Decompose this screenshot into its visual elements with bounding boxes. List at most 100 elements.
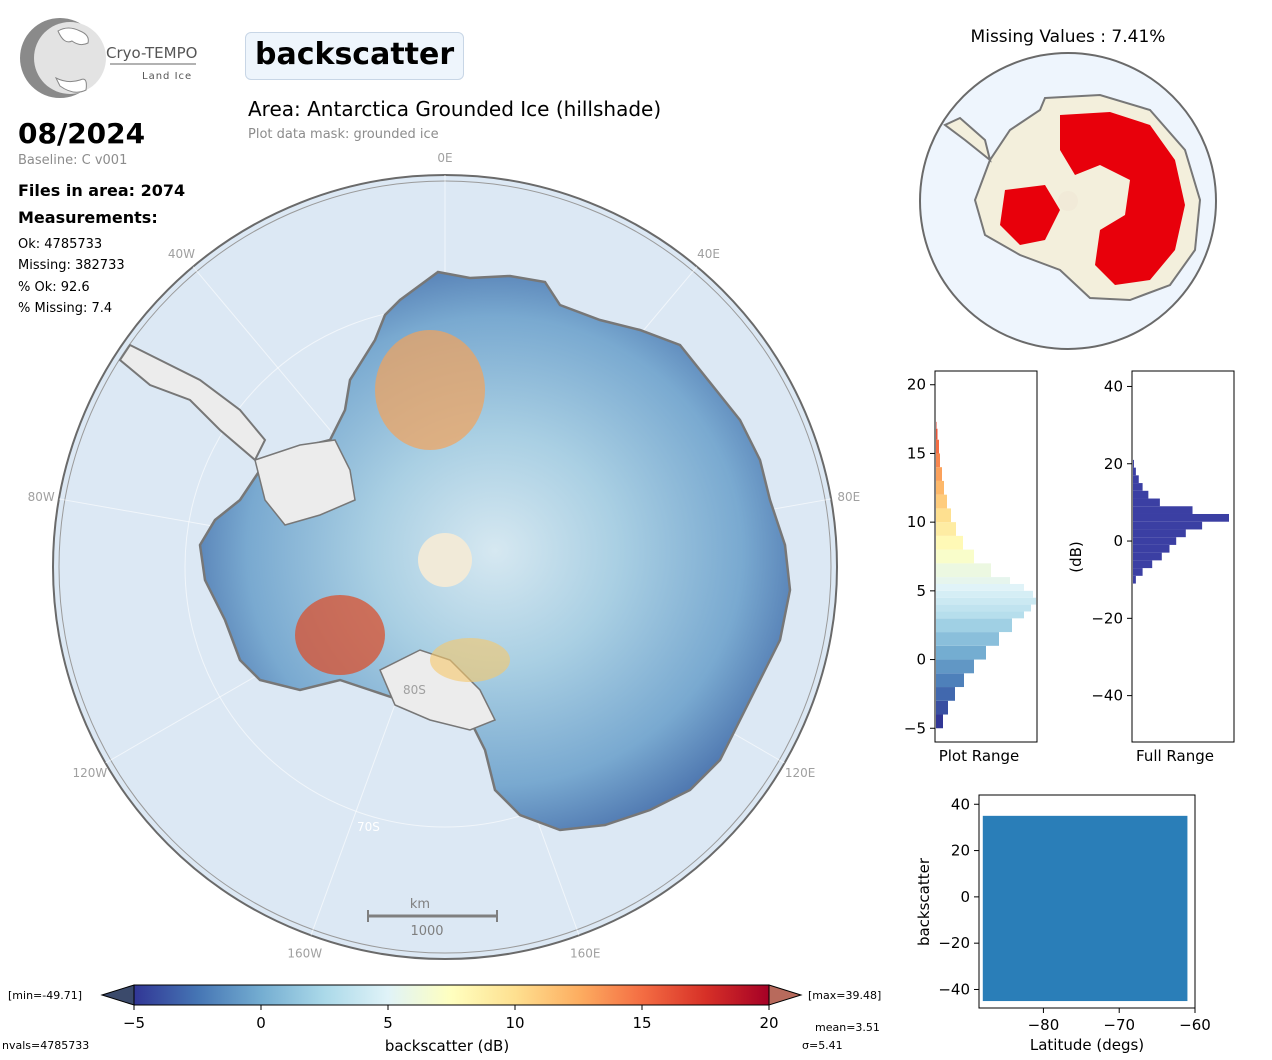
hist-bar xyxy=(1133,552,1162,561)
lon-label: 120W xyxy=(73,766,108,780)
mask-label: Plot data mask: grounded ice xyxy=(248,127,439,142)
lat-label-80s: 80S xyxy=(403,683,426,697)
ronne-ice-shelf xyxy=(254,439,356,526)
hist-bar xyxy=(1133,529,1186,538)
tick-label: −70 xyxy=(1103,1016,1135,1034)
tick-label: 5 xyxy=(383,1014,393,1032)
tick-label: −60 xyxy=(1179,1016,1211,1034)
tick-label: 0 xyxy=(256,1014,266,1032)
missing-region-west xyxy=(1000,185,1060,245)
colorbar-under-arrow xyxy=(100,984,135,1006)
colorbar-min: [min=-49.71] xyxy=(8,989,82,1002)
tick-label: 15 xyxy=(632,1014,651,1032)
hist-bar xyxy=(936,522,956,536)
hist-bar xyxy=(936,583,1024,591)
lon-label: 40W xyxy=(168,247,195,261)
hist-bar xyxy=(936,597,1036,605)
hist-bar xyxy=(936,673,964,688)
tick-label: 10 xyxy=(505,1014,524,1032)
colorbar-nvals: nvals=4785733 xyxy=(2,1039,89,1052)
baseline-label: Baseline: C v001 xyxy=(18,153,128,168)
stat-pct-ok: % Ok: 92.6 xyxy=(18,280,90,295)
missing-values-title: Missing Values : 7.41% xyxy=(970,27,1166,47)
hist-bar xyxy=(936,428,938,440)
lon-label: 160W xyxy=(287,946,322,960)
latitude-scatter-plot: −80 −70 −60 40 20 0 −20 −40 Latitude (degs) bac… xyxy=(915,794,1211,1054)
area-title: Area: Antarctica Grounded Ice (hillshade… xyxy=(248,97,662,121)
stat-ok: Ok: 4785733 xyxy=(18,237,103,252)
hist-bar xyxy=(936,494,947,509)
hist-bar xyxy=(936,714,943,729)
full-range-label: Full Range xyxy=(1136,747,1214,765)
tick-label: −80 xyxy=(1028,1016,1060,1034)
hist-bar xyxy=(936,611,1024,619)
hist-bar xyxy=(936,453,940,468)
colorbar-max: [max=39.48] xyxy=(808,989,881,1002)
scatter-points xyxy=(982,815,1188,1002)
warm-patch-ross xyxy=(430,638,510,682)
tick-label: 0 xyxy=(916,651,926,669)
warm-patch-west xyxy=(295,595,385,675)
tick-label: 0 xyxy=(1113,532,1123,550)
hist-bar xyxy=(1133,506,1193,514)
lon-label: 80W xyxy=(28,490,55,504)
hist-bar xyxy=(936,480,944,495)
tick-label: 5 xyxy=(916,582,926,600)
warm-patch-east xyxy=(375,330,485,450)
full-range-ylabel: (dB) xyxy=(1067,541,1085,573)
tick-label: 20 xyxy=(951,842,970,860)
scatter-xlabel: Latitude (degs) xyxy=(1030,1036,1144,1054)
stat-pct-missing: % Missing: 7.4 xyxy=(18,301,113,316)
tick-label: 0 xyxy=(960,888,970,906)
lon-label: 40E xyxy=(697,247,720,261)
hist-bar xyxy=(1133,544,1170,553)
hist-bar xyxy=(1133,537,1177,545)
hist-bar xyxy=(936,590,1033,598)
colorbar-over-arrow xyxy=(768,984,803,1006)
lon-label: 160E xyxy=(570,946,601,960)
hist-bar xyxy=(936,508,951,523)
hist-bar xyxy=(1133,483,1143,491)
svg-text:1000: 1000 xyxy=(410,924,443,939)
tick-label: 20 xyxy=(759,1014,778,1032)
tick-label: −5 xyxy=(904,719,926,737)
colorbar-sigma: σ=5.41 xyxy=(802,1039,843,1052)
lat-label-70s: 70S xyxy=(357,820,380,834)
hist-bar xyxy=(1133,459,1134,468)
date-label: 08/2024 xyxy=(18,117,146,150)
lon-label: 120E xyxy=(785,766,816,780)
hist-bar xyxy=(936,687,955,701)
hist-bar xyxy=(1133,490,1149,499)
hist-bar xyxy=(1133,568,1143,576)
colorbar: −5 0 5 10 15 20 backscatter (dB) [min=-49.71]… xyxy=(2,984,881,1055)
tick-label: 20 xyxy=(1104,455,1123,473)
ross-ice-shelf xyxy=(379,649,497,731)
pole-hole xyxy=(418,533,472,587)
plot-range-histogram: −5 0 5 10 15 20 Plot Range xyxy=(904,370,1038,765)
plot-range-label: Plot Range xyxy=(939,747,1020,765)
tick-label: −40 xyxy=(938,980,970,998)
hist-bar xyxy=(936,659,974,674)
antarctic-peninsula xyxy=(118,343,267,462)
full-range-histogram: 40 20 0 −20 −40 Full Range (dB) xyxy=(1067,370,1235,765)
svg-text:Land Ice: Land Ice xyxy=(142,71,192,82)
tick-label: −20 xyxy=(1091,609,1123,627)
parameter-title: backscatter xyxy=(245,32,465,80)
tick-label: 20 xyxy=(907,376,926,394)
missing-region xyxy=(1060,112,1185,285)
hist-bar xyxy=(936,439,939,454)
hist-bar xyxy=(936,549,974,564)
main-map: 0E 40E 80E 120E 160E 160W 120W 80W 40W 80S 70S k… xyxy=(28,151,861,960)
stat-missing: Missing: 382733 xyxy=(18,258,125,273)
tick-label: 15 xyxy=(907,444,926,462)
scale-bar: km 1000 xyxy=(367,897,498,939)
hist-bar xyxy=(936,632,999,646)
scatter-ylabel: backscatter xyxy=(915,857,933,946)
hist-bar xyxy=(936,467,942,481)
tick-label: −40 xyxy=(1091,687,1123,705)
measurements-title: Measurements: xyxy=(18,208,158,227)
missing-values-map xyxy=(919,52,1217,350)
hist-bar xyxy=(936,700,948,715)
svg-text:km: km xyxy=(410,897,430,912)
